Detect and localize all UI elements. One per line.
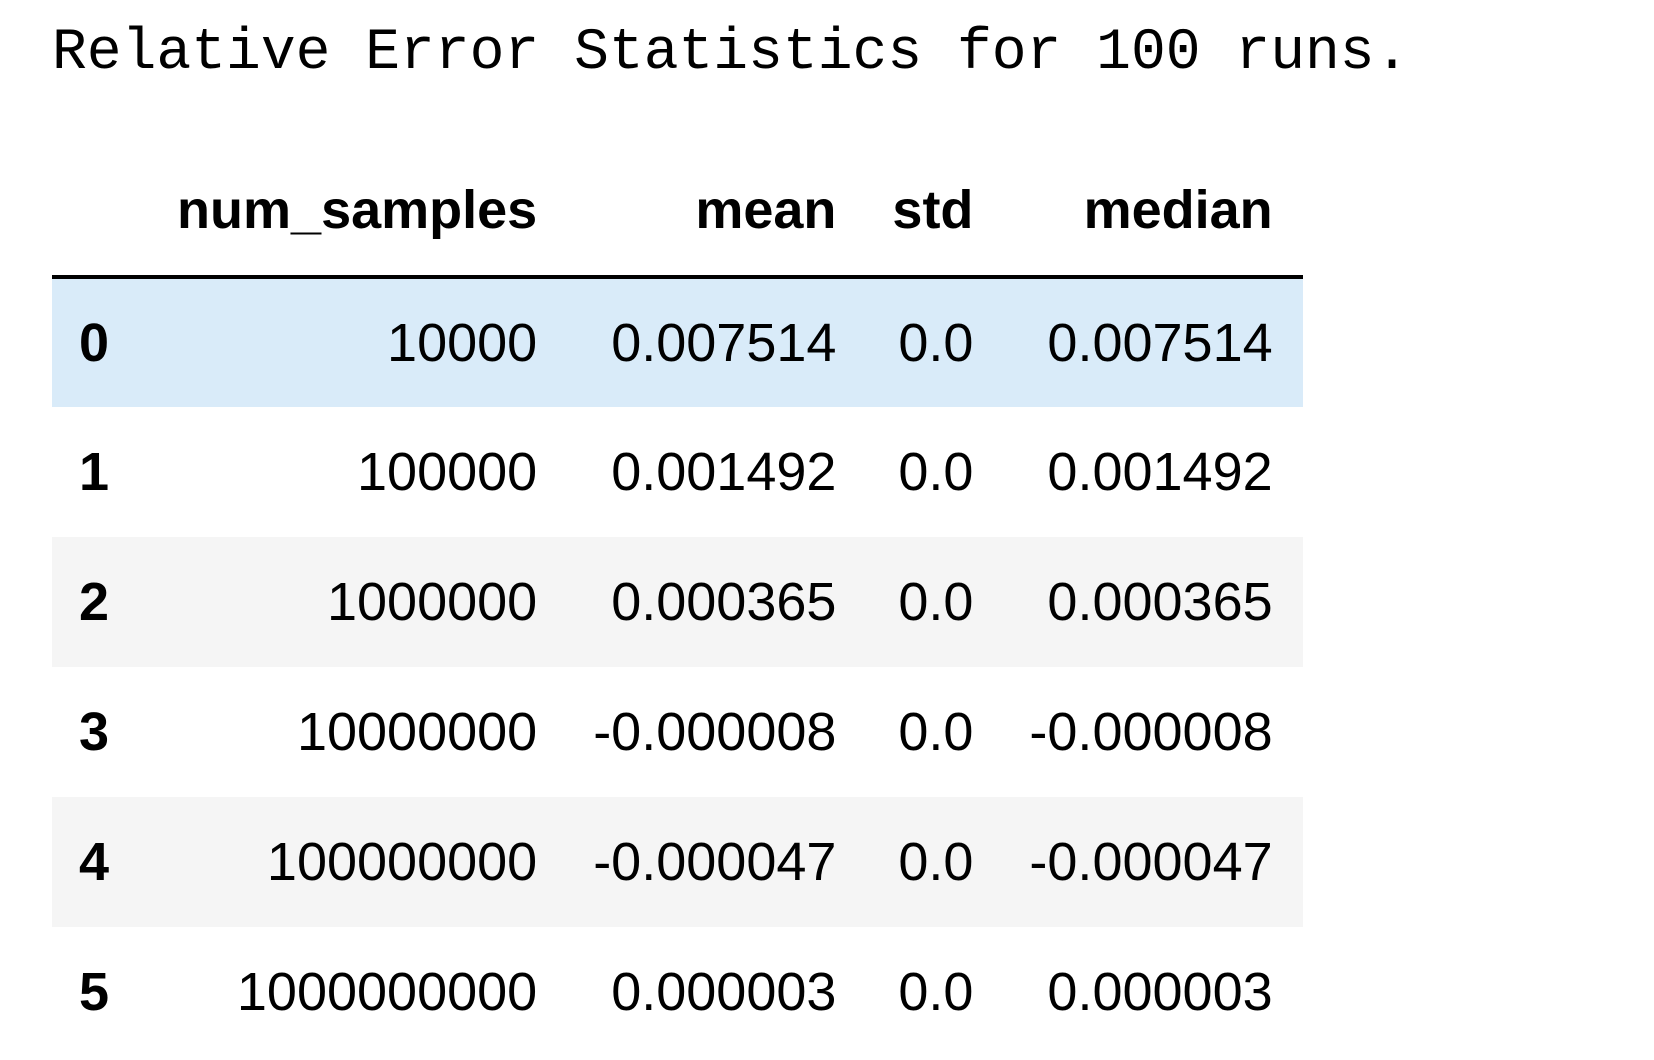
table-row: 3 10000000 -0.000008 0.0 -0.000008 (52, 667, 1303, 797)
cell-num-samples: 1000000 (326, 572, 538, 632)
dataframe-table: num_samples mean std median 0 10000 0.00… (52, 145, 1303, 1057)
cell-std: 0.0 (898, 962, 974, 1022)
caption-text: Relative Error Statistics for 100 runs. (52, 21, 1410, 86)
cell-mean: 0.001492 (611, 442, 837, 502)
cell-std: 0.0 (898, 442, 974, 502)
header-row: num_samples mean std median (52, 145, 1303, 279)
cell-mean: -0.000047 (593, 832, 837, 892)
cell-mean: 0.007514 (611, 313, 837, 373)
cell-num-samples: 10000 (387, 313, 538, 373)
table-row: 4 100000000 -0.000047 0.0 -0.000047 (52, 797, 1303, 927)
table-row: 0 10000 0.007514 0.0 0.007514 (52, 277, 1303, 407)
row-index: 5 (79, 962, 110, 1022)
cell-median: 0.000365 (1047, 572, 1273, 632)
cell-median: -0.000008 (1029, 702, 1273, 762)
table-body: 0 10000 0.007514 0.0 0.007514 1 100000 0… (52, 277, 1303, 1057)
cell-num-samples: 10000000 (296, 702, 538, 762)
cell-mean: 0.000365 (611, 572, 837, 632)
row-index: 2 (79, 572, 110, 632)
index-header (52, 145, 150, 279)
cell-median: 0.001492 (1047, 442, 1273, 502)
cell-std: 0.0 (898, 572, 974, 632)
row-index: 0 (79, 313, 110, 373)
column-header-mean: mean (565, 145, 865, 279)
cell-std: 0.0 (898, 702, 974, 762)
cell-mean: -0.000008 (593, 702, 837, 762)
table-row: 5 1000000000 0.000003 0.0 0.000003 (52, 927, 1303, 1057)
column-header-median: median (1001, 145, 1303, 279)
cell-mean: 0.000003 (611, 962, 837, 1022)
cell-median: -0.000047 (1029, 832, 1273, 892)
table-header: num_samples mean std median (52, 145, 1303, 279)
table-row: 2 1000000 0.000365 0.0 0.000365 (52, 537, 1303, 667)
cell-std: 0.0 (898, 832, 974, 892)
cell-median: 0.000003 (1047, 962, 1273, 1022)
table-row: 1 100000 0.001492 0.0 0.001492 (52, 407, 1303, 537)
cell-num-samples: 1000000000 (236, 962, 538, 1022)
row-index: 4 (79, 832, 110, 892)
cell-median: 0.007514 (1047, 313, 1273, 373)
row-index: 1 (79, 442, 110, 502)
cell-num-samples: 100000 (357, 442, 538, 502)
cell-num-samples: 100000000 (266, 832, 538, 892)
row-index: 3 (79, 702, 110, 762)
column-header-std: std (864, 145, 1002, 279)
column-header-num-samples: num_samples (149, 145, 566, 279)
cell-std: 0.0 (898, 313, 974, 373)
